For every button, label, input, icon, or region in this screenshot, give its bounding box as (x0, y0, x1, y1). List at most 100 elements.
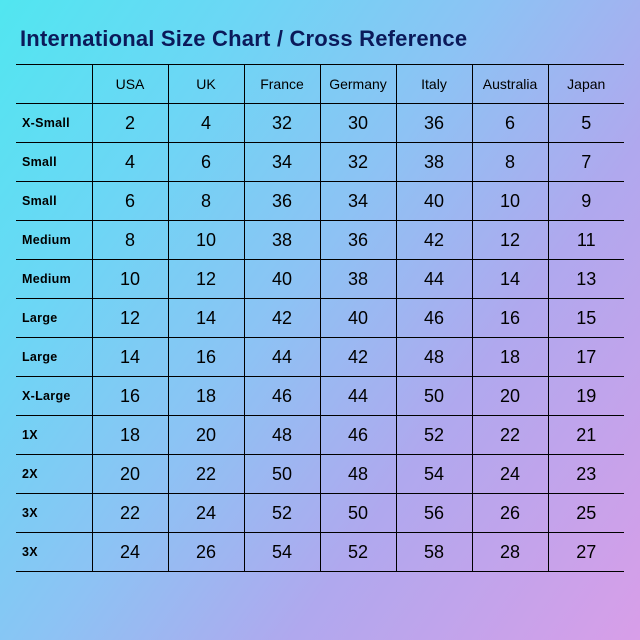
cell: 6 (92, 182, 168, 221)
cell: 18 (168, 377, 244, 416)
col-header: Germany (320, 65, 396, 104)
cell: 58 (396, 533, 472, 572)
cell: 52 (320, 533, 396, 572)
cell: 24 (92, 533, 168, 572)
cell: 46 (320, 416, 396, 455)
table-row: X-Small2432303665 (16, 104, 624, 143)
cell: 14 (168, 299, 244, 338)
cell: 8 (472, 143, 548, 182)
table-row: 1X18204846522221 (16, 416, 624, 455)
cell: 52 (396, 416, 472, 455)
cell: 54 (244, 533, 320, 572)
cell: 32 (320, 143, 396, 182)
table-row: Small68363440109 (16, 182, 624, 221)
table-row: 3X24265452582827 (16, 533, 624, 572)
table-row: Medium10124038441413 (16, 260, 624, 299)
cell: 52 (244, 494, 320, 533)
table-header-row: USA UK France Germany Italy Australia Ja… (16, 65, 624, 104)
cell: 48 (396, 338, 472, 377)
cell: 44 (244, 338, 320, 377)
cell: 7 (548, 143, 624, 182)
cell: 38 (396, 143, 472, 182)
cell: 36 (396, 104, 472, 143)
row-label: Large (16, 338, 92, 377)
table-row: Large12144240461615 (16, 299, 624, 338)
cell: 22 (92, 494, 168, 533)
cell: 46 (244, 377, 320, 416)
cell: 20 (472, 377, 548, 416)
col-header: Australia (472, 65, 548, 104)
cell: 42 (396, 221, 472, 260)
cell: 16 (92, 377, 168, 416)
cell: 50 (396, 377, 472, 416)
col-header: France (244, 65, 320, 104)
cell: 20 (168, 416, 244, 455)
cell: 38 (244, 221, 320, 260)
cell: 14 (472, 260, 548, 299)
cell: 27 (548, 533, 624, 572)
cell: 6 (168, 143, 244, 182)
cell: 12 (472, 221, 548, 260)
cell: 26 (472, 494, 548, 533)
cell: 42 (244, 299, 320, 338)
cell: 28 (472, 533, 548, 572)
cell: 42 (320, 338, 396, 377)
cell: 17 (548, 338, 624, 377)
row-label: Small (16, 182, 92, 221)
cell: 9 (548, 182, 624, 221)
cell: 11 (548, 221, 624, 260)
row-label: X-Large (16, 377, 92, 416)
cell: 22 (472, 416, 548, 455)
col-header: Japan (548, 65, 624, 104)
cell: 50 (244, 455, 320, 494)
cell: 15 (548, 299, 624, 338)
cell: 24 (472, 455, 548, 494)
cell: 14 (92, 338, 168, 377)
cell: 23 (548, 455, 624, 494)
cell: 19 (548, 377, 624, 416)
row-label: 1X (16, 416, 92, 455)
cell: 36 (244, 182, 320, 221)
cell: 40 (244, 260, 320, 299)
cell: 8 (168, 182, 244, 221)
cell: 2 (92, 104, 168, 143)
cell: 18 (92, 416, 168, 455)
header-blank (16, 65, 92, 104)
row-label: Large (16, 299, 92, 338)
table-row: 3X22245250562625 (16, 494, 624, 533)
cell: 12 (92, 299, 168, 338)
cell: 5 (548, 104, 624, 143)
cell: 48 (244, 416, 320, 455)
cell: 40 (320, 299, 396, 338)
chart-canvas: International Size Chart / Cross Referen… (0, 0, 640, 640)
cell: 12 (168, 260, 244, 299)
cell: 8 (92, 221, 168, 260)
cell: 16 (472, 299, 548, 338)
cell: 10 (168, 221, 244, 260)
cell: 44 (320, 377, 396, 416)
cell: 32 (244, 104, 320, 143)
cell: 16 (168, 338, 244, 377)
cell: 56 (396, 494, 472, 533)
row-label: 2X (16, 455, 92, 494)
cell: 25 (548, 494, 624, 533)
col-header: UK (168, 65, 244, 104)
cell: 46 (396, 299, 472, 338)
cell: 40 (396, 182, 472, 221)
table-row: Medium8103836421211 (16, 221, 624, 260)
row-label: X-Small (16, 104, 92, 143)
cell: 36 (320, 221, 396, 260)
size-table: USA UK France Germany Italy Australia Ja… (16, 64, 624, 572)
cell: 10 (472, 182, 548, 221)
cell: 21 (548, 416, 624, 455)
cell: 54 (396, 455, 472, 494)
cell: 20 (92, 455, 168, 494)
cell: 34 (244, 143, 320, 182)
cell: 38 (320, 260, 396, 299)
cell: 50 (320, 494, 396, 533)
col-header: Italy (396, 65, 472, 104)
cell: 18 (472, 338, 548, 377)
cell: 22 (168, 455, 244, 494)
cell: 34 (320, 182, 396, 221)
row-label: 3X (16, 533, 92, 572)
